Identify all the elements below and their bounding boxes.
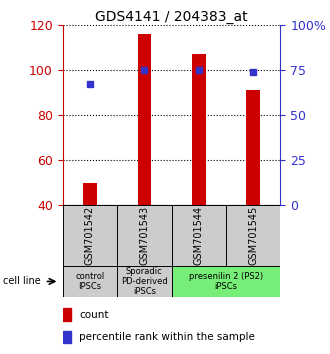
Title: GDS4141 / 204383_at: GDS4141 / 204383_at	[95, 10, 248, 24]
Text: GSM701545: GSM701545	[248, 206, 258, 265]
Bar	[63, 266, 117, 297]
Bar	[138, 34, 151, 205]
Text: cell line: cell line	[3, 276, 41, 286]
Text: presenilin 2 (PS2)
iPSCs: presenilin 2 (PS2) iPSCs	[189, 272, 263, 291]
Text: percentile rank within the sample: percentile rank within the sample	[79, 332, 255, 342]
Bar	[83, 183, 97, 205]
Bar	[63, 205, 117, 266]
Text: control
IPSCs: control IPSCs	[75, 272, 105, 291]
Bar	[247, 90, 260, 205]
Bar	[172, 266, 280, 297]
Text: Sporadic
PD-derived
iPSCs: Sporadic PD-derived iPSCs	[121, 267, 168, 296]
Bar	[226, 205, 280, 266]
Bar	[117, 205, 172, 266]
Text: count: count	[79, 310, 109, 320]
Bar	[192, 54, 206, 205]
Bar	[172, 205, 226, 266]
Text: GSM701544: GSM701544	[194, 206, 204, 265]
Bar	[63, 331, 71, 343]
Text: GSM701543: GSM701543	[139, 206, 149, 265]
Bar	[63, 308, 71, 321]
Text: GSM701542: GSM701542	[85, 206, 95, 265]
Bar	[117, 266, 172, 297]
